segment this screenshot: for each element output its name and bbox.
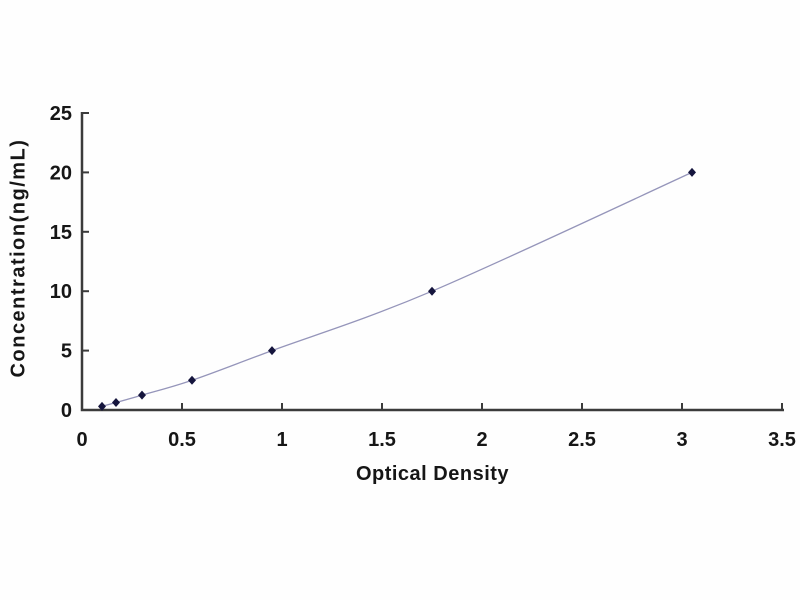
data-point-marker	[98, 401, 106, 411]
data-point-marker	[688, 167, 696, 177]
y-axis-label: Concentration(ng/mL)	[7, 138, 30, 378]
x-tick-label: 3.5	[768, 429, 796, 451]
data-point-marker	[138, 390, 146, 400]
axes-lines	[80, 112, 784, 412]
x-tick-label: 2.5	[568, 429, 596, 451]
x-tick-label: 1.5	[368, 429, 396, 451]
curve-line	[101, 171, 693, 407]
x-axis-label: Optical Density	[355, 463, 510, 485]
x-tick-label: 0	[76, 429, 87, 451]
y-tick-label: 20	[50, 162, 72, 184]
x-tick-label: 2	[476, 429, 487, 451]
data-point-marker	[428, 286, 436, 296]
data-point-marker	[268, 346, 276, 356]
data-point-marker	[188, 375, 196, 385]
y-tick-label: 5	[61, 341, 72, 363]
y-tick-label: 15	[50, 222, 72, 244]
x-tick-label: 1	[276, 429, 287, 451]
x-tick-label: 0.5	[168, 429, 196, 451]
y-tick-label: 0	[61, 400, 72, 422]
data-point-marker	[112, 398, 120, 408]
y-tick-label: 10	[50, 281, 72, 303]
y-tick-label: 25	[50, 103, 72, 125]
x-tick-label: 3	[676, 429, 687, 451]
